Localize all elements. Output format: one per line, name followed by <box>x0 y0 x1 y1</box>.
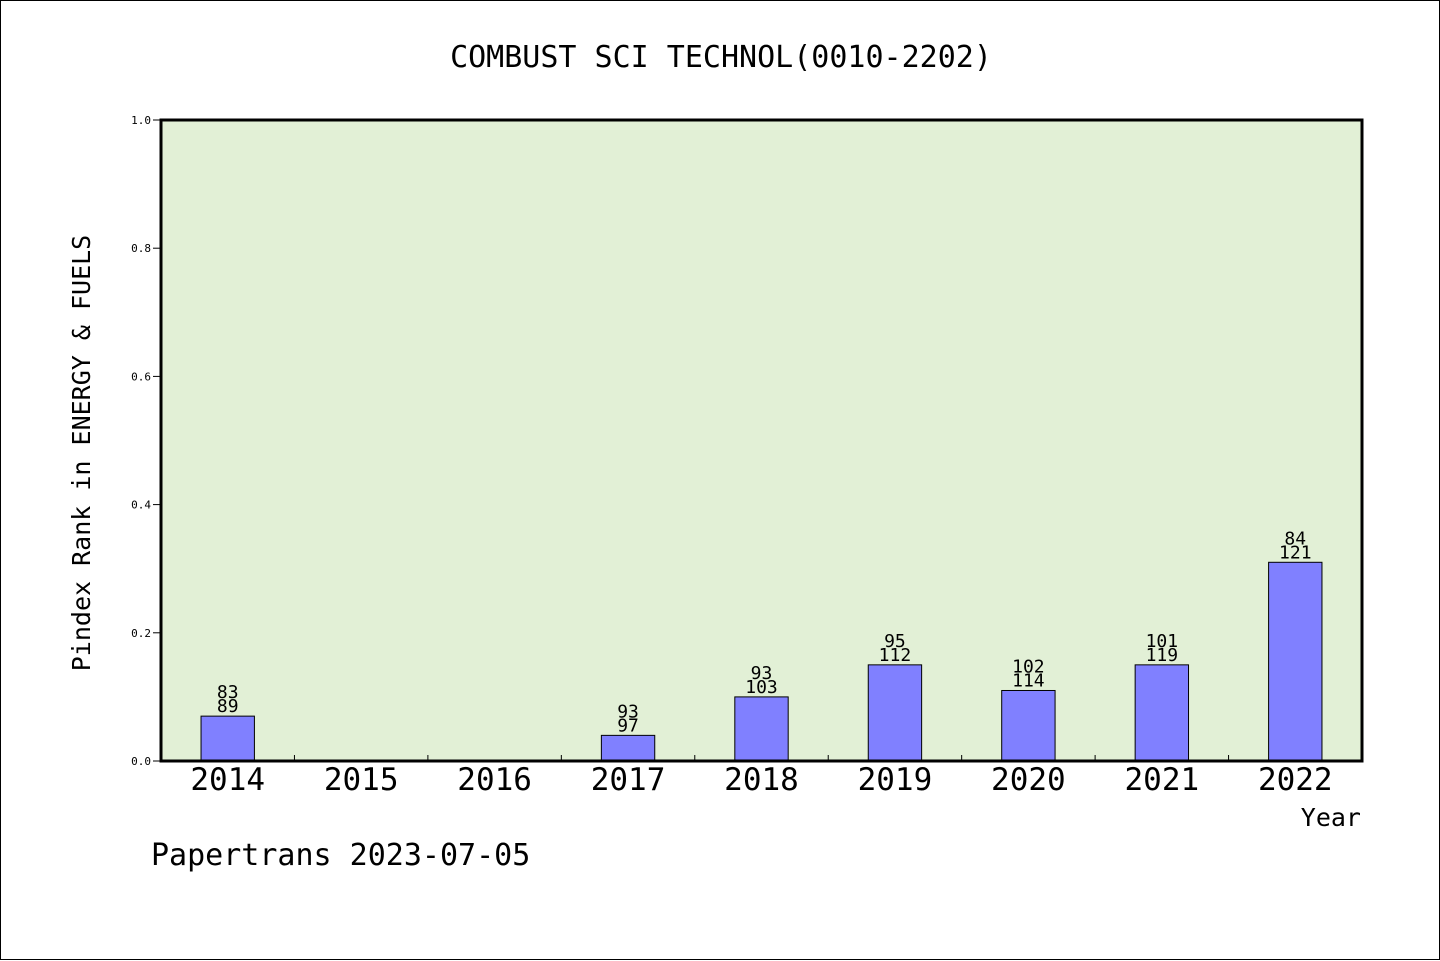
y-tick-label: 1.0 <box>131 114 151 127</box>
y-tick-label: 0.2 <box>131 627 151 640</box>
x-tick-label: 2017 <box>591 762 666 798</box>
data-label-top-2022: 84 <box>1284 528 1306 549</box>
data-label-top-2021: 101 <box>1146 631 1179 652</box>
data-label-top-2014: 83 <box>217 682 239 703</box>
x-tick-label: 2022 <box>1258 762 1333 798</box>
bar-2021 <box>1134 664 1190 762</box>
x-tick-label: 2015 <box>324 762 399 798</box>
bar-2020 <box>1001 689 1056 762</box>
x-tick-label: 2021 <box>1125 762 1200 798</box>
data-label-bottom-2020: 114 <box>1012 670 1045 691</box>
bar-2022 <box>1268 561 1323 762</box>
data-label-bottom-2019: 112 <box>879 645 912 666</box>
bar-2017 <box>600 734 656 762</box>
y-tick-label: 0.4 <box>131 499 151 512</box>
x-tick-label: 2020 <box>991 762 1066 798</box>
data-label-top-2018: 93 <box>751 663 773 684</box>
plot-border <box>159 118 1364 763</box>
x-axis-label: Year <box>1301 803 1361 832</box>
data-label-bottom-2018: 103 <box>745 677 778 698</box>
x-tick-label: 2018 <box>724 762 799 798</box>
y-tick-label: 0.0 <box>131 755 151 768</box>
x-tick-label: 2014 <box>190 762 265 798</box>
data-label-bottom-2017: 97 <box>617 715 639 736</box>
y-tick-label: 0.8 <box>131 242 151 255</box>
footer-text: Papertrans 2023-07-05 <box>151 838 530 873</box>
x-tick-label: 2016 <box>457 762 532 798</box>
data-label-top-2019: 95 <box>884 631 906 652</box>
data-label-top-2020: 102 <box>1012 656 1045 677</box>
y-axis: 0.0 0.2 0.4 0.6 0.8 1.0 <box>131 114 161 768</box>
data-label-bottom-2021: 119 <box>1146 645 1179 666</box>
bar-2018 <box>734 696 789 762</box>
plot-area <box>161 120 1362 761</box>
bar-2014 <box>200 715 255 762</box>
data-label-bottom-2014: 89 <box>217 696 239 717</box>
y-tick-label: 0.6 <box>131 370 151 383</box>
data-label-bottom-2022: 121 <box>1279 542 1312 563</box>
x-tick-label: 2019 <box>858 762 933 798</box>
bar-2019 <box>867 664 923 762</box>
chart-title: COMBUST SCI TECHNOL(0010-2202) <box>450 40 992 75</box>
x-axis: 2014 2015 2016 2017 2018 2019 2020 2021 2022 <box>190 755 1333 798</box>
data-label-top-2017: 93 <box>617 701 639 722</box>
bars-layer <box>200 561 1323 762</box>
y-axis-label: Pindex Rank in ENERGY & FUELS <box>67 235 96 672</box>
